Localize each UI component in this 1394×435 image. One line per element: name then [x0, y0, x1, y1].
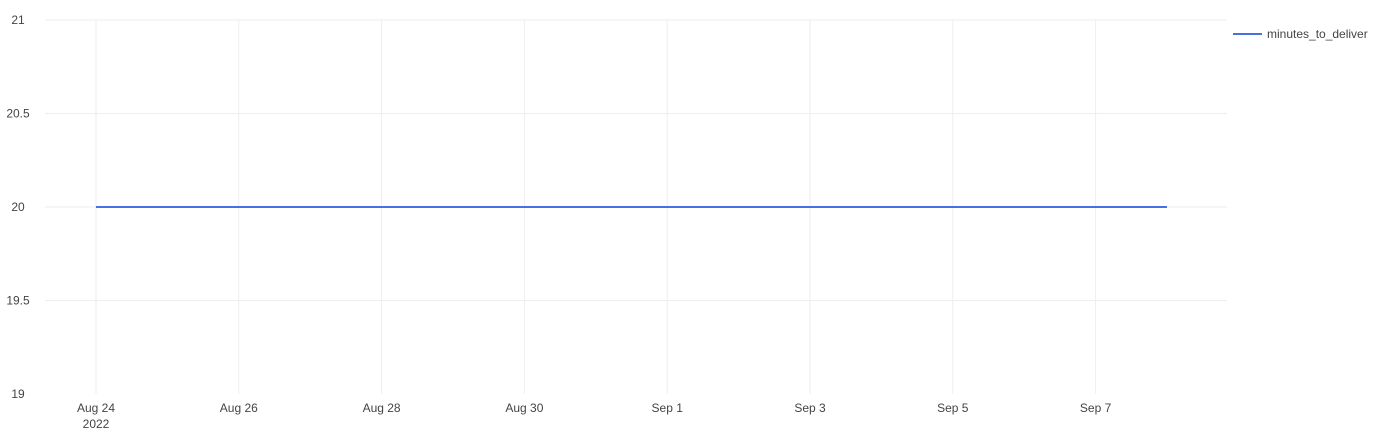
- x-tick-label: Sep 3: [794, 401, 826, 415]
- x-tick-label: Aug 28: [363, 401, 401, 415]
- y-axis-tick-labels: 19 19.5 20 20.5 21: [6, 13, 30, 401]
- legend[interactable]: minutes_to_deliver: [1233, 27, 1368, 41]
- x-tick-label: Aug 30: [505, 401, 543, 415]
- x-axis-year-label: 2022: [83, 417, 110, 431]
- y-tick-label: 21: [11, 13, 25, 27]
- y-tick-label: 19: [11, 387, 25, 401]
- y-tick-label: 19.5: [6, 294, 30, 308]
- x-tick-label: Sep 7: [1080, 401, 1112, 415]
- y-tick-label: 20.5: [6, 107, 30, 121]
- x-tick-label: Aug 26: [220, 401, 258, 415]
- legend-label-minutes-to-deliver[interactable]: minutes_to_deliver: [1267, 27, 1368, 41]
- x-axis-tick-labels: Aug 24 Aug 26 Aug 28 Aug 30 Sep 1 Sep 3 Sep 5 S…: [77, 401, 1112, 415]
- x-tick-label: Sep 1: [652, 401, 684, 415]
- x-tick-label: Sep 5: [937, 401, 969, 415]
- x-tick-label: Aug 24: [77, 401, 115, 415]
- y-tick-label: 20: [11, 200, 25, 214]
